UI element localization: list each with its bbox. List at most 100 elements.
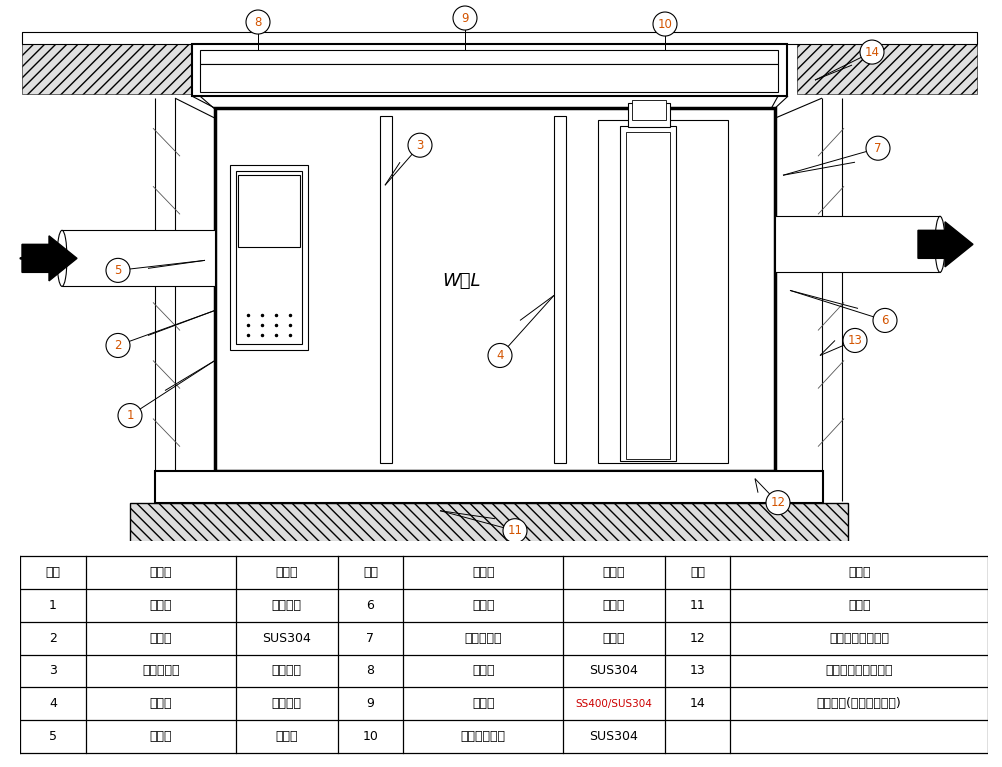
- Text: 底盤コンクリート: 底盤コンクリート: [829, 632, 889, 645]
- Circle shape: [118, 403, 142, 427]
- Text: ＧＦＲＰ: ＧＦＲＰ: [272, 664, 302, 677]
- Text: SUS304: SUS304: [262, 632, 311, 645]
- Text: 材　質: 材 質: [602, 566, 624, 579]
- Text: 9: 9: [366, 697, 374, 710]
- Text: SUS304: SUS304: [589, 729, 637, 742]
- Bar: [214, 108, 775, 471]
- Text: W．L: W．L: [442, 272, 481, 291]
- Text: 10: 10: [362, 729, 378, 742]
- Text: 2: 2: [114, 339, 121, 352]
- Text: 仕切板: 仕切板: [149, 697, 172, 710]
- Bar: [237, 175, 300, 247]
- Text: 12: 12: [689, 632, 704, 645]
- Circle shape: [106, 258, 130, 282]
- Text: ＰＶＣ: ＰＶＣ: [276, 729, 298, 742]
- Ellipse shape: [57, 230, 67, 286]
- Bar: [797, 32, 976, 94]
- Circle shape: [872, 308, 896, 332]
- Bar: [62, 230, 214, 286]
- Ellipse shape: [934, 216, 944, 272]
- Bar: [22, 32, 196, 94]
- Bar: [384, 116, 388, 463]
- Bar: [130, 502, 847, 551]
- Text: ＧＦＲＰ: ＧＦＲＰ: [272, 697, 302, 710]
- Bar: [199, 50, 778, 64]
- Text: 3: 3: [49, 664, 57, 677]
- Text: 砕　石: 砕 石: [847, 599, 870, 612]
- Text: 根巻きコンクリート: 根巻きコンクリート: [825, 664, 892, 677]
- Text: 13: 13: [689, 664, 704, 677]
- Circle shape: [842, 328, 866, 353]
- Text: 1: 1: [126, 409, 133, 422]
- Text: ふ　た: ふ た: [472, 697, 494, 710]
- Bar: [229, 165, 308, 351]
- Circle shape: [488, 344, 511, 367]
- Text: 排出管: 排出管: [472, 599, 494, 612]
- Bar: [619, 127, 675, 461]
- Text: 14: 14: [864, 45, 879, 58]
- Bar: [130, 502, 847, 551]
- Text: 6: 6: [881, 314, 888, 327]
- Circle shape: [245, 10, 270, 34]
- Bar: [22, 32, 976, 44]
- Circle shape: [766, 491, 790, 515]
- Bar: [605, 127, 719, 459]
- Bar: [199, 64, 778, 92]
- Text: 3: 3: [416, 139, 423, 152]
- Text: 12: 12: [770, 496, 785, 509]
- Text: 8: 8: [366, 664, 374, 677]
- Text: 本　体: 本 体: [149, 599, 172, 612]
- Circle shape: [106, 334, 130, 357]
- Text: スライド板: スライド板: [142, 664, 179, 677]
- Text: 8: 8: [255, 15, 262, 28]
- Text: 受　篭: 受 篭: [149, 632, 172, 645]
- Text: 4: 4: [49, 697, 57, 710]
- Text: 部番: 部番: [689, 566, 704, 579]
- Text: 品　名: 品 名: [472, 566, 494, 579]
- Text: 14: 14: [689, 697, 704, 710]
- Text: 品　名: 品 名: [847, 566, 870, 579]
- Text: ＧＦＲＰ: ＧＦＲＰ: [272, 599, 302, 612]
- Text: 5: 5: [49, 729, 57, 742]
- Text: 9: 9: [461, 12, 468, 25]
- Text: 品　名: 品 名: [149, 566, 172, 579]
- Text: 固定用ピース: 固定用ピース: [460, 729, 505, 742]
- Text: 受　枠: 受 枠: [472, 664, 494, 677]
- Bar: [597, 120, 727, 463]
- Bar: [235, 171, 302, 344]
- Circle shape: [865, 137, 889, 160]
- Text: ＰＶＣ: ＰＶＣ: [602, 632, 624, 645]
- Circle shape: [453, 6, 477, 30]
- Text: ＰＶＣ: ＰＶＣ: [602, 599, 624, 612]
- Text: SS400/SUS304: SS400/SUS304: [575, 699, 651, 709]
- Circle shape: [652, 12, 676, 36]
- Text: 6: 6: [366, 599, 374, 612]
- Bar: [380, 116, 392, 463]
- Circle shape: [502, 518, 526, 543]
- Text: 7: 7: [366, 632, 374, 645]
- Text: 13: 13: [847, 334, 862, 347]
- Text: トラップ管: トラップ管: [464, 632, 501, 645]
- Text: 7: 7: [874, 142, 881, 155]
- FancyArrow shape: [22, 235, 77, 281]
- Text: 4: 4: [496, 349, 503, 362]
- Bar: [625, 132, 669, 459]
- Bar: [627, 103, 669, 127]
- Text: エプロン(コンクリート): エプロン(コンクリート): [816, 697, 901, 710]
- Bar: [222, 116, 767, 463]
- Circle shape: [859, 40, 883, 64]
- Bar: [775, 216, 939, 272]
- Text: 部番: 部番: [363, 566, 378, 579]
- Circle shape: [408, 133, 432, 157]
- Text: 11: 11: [507, 524, 522, 537]
- Bar: [191, 44, 787, 96]
- Text: 材　質: 材 質: [276, 566, 298, 579]
- FancyArrow shape: [917, 222, 972, 267]
- Text: 10: 10: [657, 18, 671, 31]
- Text: 2: 2: [49, 632, 57, 645]
- Text: 5: 5: [114, 264, 121, 277]
- Bar: [553, 116, 565, 463]
- Text: 11: 11: [689, 599, 704, 612]
- Bar: [155, 471, 823, 502]
- Text: 部番: 部番: [45, 566, 60, 579]
